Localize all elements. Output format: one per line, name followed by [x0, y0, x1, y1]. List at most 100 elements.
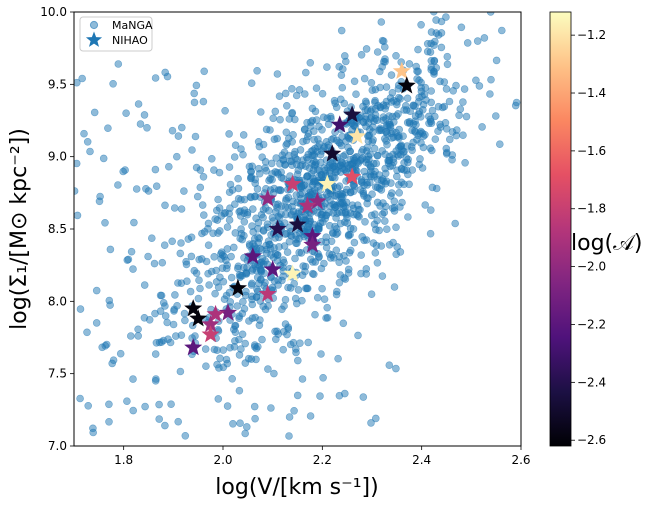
manga-point — [335, 278, 344, 287]
manga-point — [293, 391, 302, 400]
manga-point — [134, 325, 142, 334]
manga-point — [202, 362, 210, 371]
manga-point — [475, 82, 484, 90]
manga-point — [426, 117, 435, 126]
manga-point — [412, 121, 420, 129]
manga-point — [394, 181, 403, 189]
manga-point — [423, 39, 432, 48]
manga-point — [74, 211, 82, 220]
manga-point — [164, 335, 172, 344]
manga-point — [304, 223, 312, 231]
manga-point — [281, 203, 290, 212]
manga-point — [392, 51, 400, 60]
manga-point — [334, 190, 343, 199]
manga-point — [198, 255, 206, 263]
nihao-point — [298, 196, 317, 214]
manga-point — [263, 223, 272, 232]
manga-point — [240, 195, 249, 204]
manga-point — [116, 349, 125, 358]
manga-point — [243, 210, 252, 219]
manga-point — [225, 209, 233, 218]
legend-nihao-marker — [85, 31, 103, 47]
manga-point — [170, 204, 179, 212]
nihao-point — [283, 174, 302, 192]
manga-point — [287, 211, 295, 219]
manga-point — [254, 218, 263, 227]
nihao-point — [343, 105, 362, 123]
manga-point — [326, 254, 335, 262]
nihao-point — [189, 309, 208, 327]
manga-point — [241, 291, 250, 300]
manga-point — [210, 345, 219, 354]
manga-point — [233, 302, 241, 310]
manga-point — [105, 400, 113, 409]
manga-point — [320, 259, 328, 268]
manga-point — [269, 217, 278, 225]
manga-point — [168, 237, 176, 246]
manga-point — [151, 350, 160, 358]
manga-point — [74, 78, 81, 87]
manga-point — [187, 233, 196, 242]
nihao-point — [343, 167, 362, 185]
manga-point — [341, 275, 350, 283]
manga-point — [161, 68, 169, 77]
manga-point — [497, 26, 506, 35]
manga-point — [342, 137, 350, 145]
manga-point — [392, 364, 400, 373]
y-axis-label: log(Σ₁/[M⊙ kpc⁻²]) — [7, 128, 32, 330]
manga-point — [276, 160, 284, 168]
manga-point — [288, 161, 296, 169]
manga-point — [486, 12, 495, 16]
x-axis-label: log(V/[km s⁻¹]) — [215, 475, 378, 500]
manga-point — [181, 431, 190, 440]
manga-point — [205, 281, 213, 289]
nihao-point — [258, 284, 277, 302]
manga-point — [386, 94, 395, 102]
y-tick-label: 9.5 — [48, 77, 67, 91]
manga-point — [395, 125, 404, 134]
manga-point — [301, 267, 309, 276]
manga-point — [173, 301, 181, 310]
manga-point — [260, 269, 269, 278]
manga-point — [423, 47, 432, 56]
manga-point — [230, 153, 239, 161]
manga-point — [19, 455, 26, 462]
manga-point — [231, 141, 240, 149]
manga-point — [430, 41, 438, 50]
manga-point — [338, 83, 347, 92]
manga-point — [346, 188, 355, 197]
manga-point — [156, 307, 165, 316]
manga-point — [432, 64, 441, 72]
colorbar-tick-label: −1.8 — [577, 202, 606, 216]
nihao-point — [392, 61, 411, 79]
manga-point — [316, 158, 325, 167]
manga-point — [396, 150, 405, 159]
manga-point — [416, 155, 424, 163]
manga-point — [182, 260, 191, 269]
manga-point — [165, 162, 173, 171]
manga-point — [417, 139, 425, 147]
manga-point — [285, 413, 294, 421]
manga-point — [417, 20, 425, 29]
manga-point — [216, 273, 224, 282]
manga-point — [89, 424, 97, 433]
manga-point — [357, 50, 366, 59]
manga-point — [443, 60, 452, 69]
manga-point — [449, 87, 458, 95]
nihao-point — [330, 115, 349, 133]
manga-point — [346, 246, 355, 255]
legend-manga-label: MaNGA — [112, 19, 153, 32]
manga-point — [437, 43, 446, 52]
manga-point — [359, 393, 368, 401]
manga-point — [282, 128, 291, 137]
manga-point — [371, 414, 380, 423]
manga-point — [228, 374, 236, 383]
manga-point — [487, 75, 495, 84]
manga-point — [316, 392, 324, 400]
manga-point — [409, 138, 418, 147]
manga-point — [156, 291, 165, 300]
y-tick-label: 7.0 — [48, 439, 67, 453]
nihao-point — [268, 219, 287, 237]
manga-point — [303, 284, 312, 293]
nihao-point — [184, 338, 203, 356]
